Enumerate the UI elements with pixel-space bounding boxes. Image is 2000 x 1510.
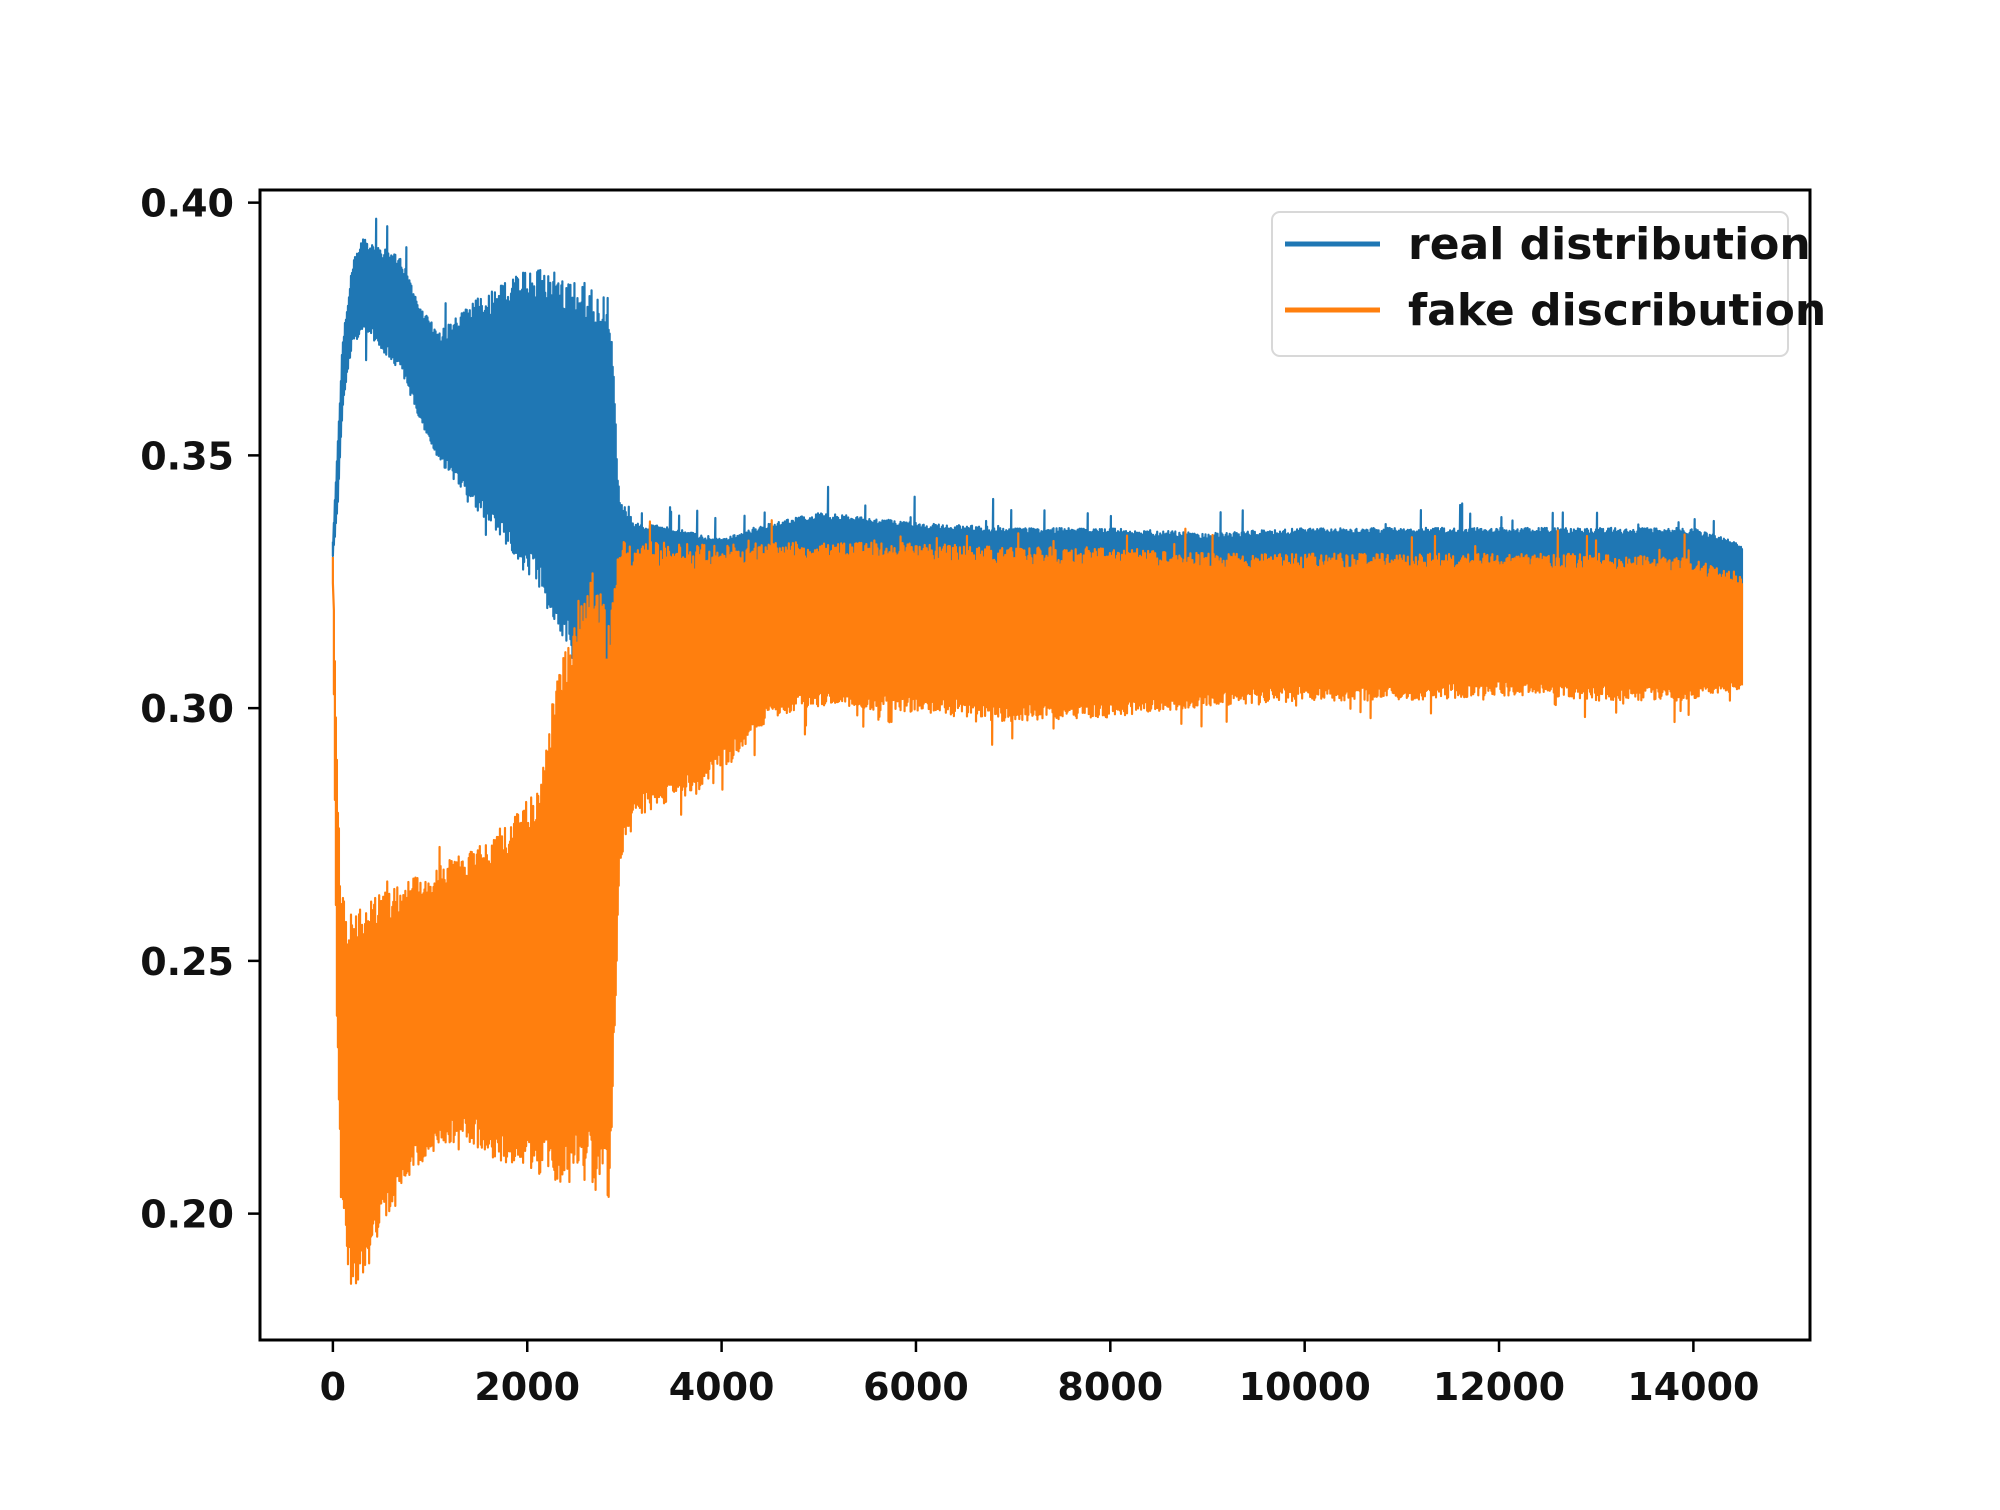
- series-layer: [331, 217, 1744, 1285]
- legend: real distribution fake discribution: [1271, 211, 1826, 357]
- x-tick-label: 6000: [863, 1365, 969, 1409]
- plot-frame: [258, 188, 1812, 1342]
- y-tick-label: 0.25: [140, 940, 234, 984]
- x-tick-label: 0: [320, 1365, 346, 1409]
- series-line-fake: [331, 519, 1744, 1285]
- x-tick-label: 14000: [1627, 1365, 1759, 1409]
- x-tick-label: 12000: [1433, 1365, 1565, 1409]
- y-tick-label: 0.35: [140, 434, 234, 478]
- x-tick-label: 8000: [1057, 1365, 1163, 1409]
- y-tick-label: 0.20: [140, 1193, 234, 1237]
- y-axis: 0.20 0.25 0.30 0.35 0.40: [140, 182, 260, 1237]
- legend-label-fake: fake discribution: [1408, 285, 1826, 336]
- x-tick-label: 4000: [669, 1365, 775, 1409]
- x-tick-label: 10000: [1239, 1365, 1371, 1409]
- legend-label-real: real distribution: [1408, 219, 1811, 270]
- x-tick-label: 2000: [474, 1365, 580, 1409]
- x-axis: 0 2000 4000 6000 8000 10000 12000 14000: [320, 1340, 1759, 1409]
- y-tick-label: 0.30: [140, 687, 234, 731]
- y-tick-label: 0.40: [140, 182, 234, 226]
- legend-box: [1271, 211, 1789, 357]
